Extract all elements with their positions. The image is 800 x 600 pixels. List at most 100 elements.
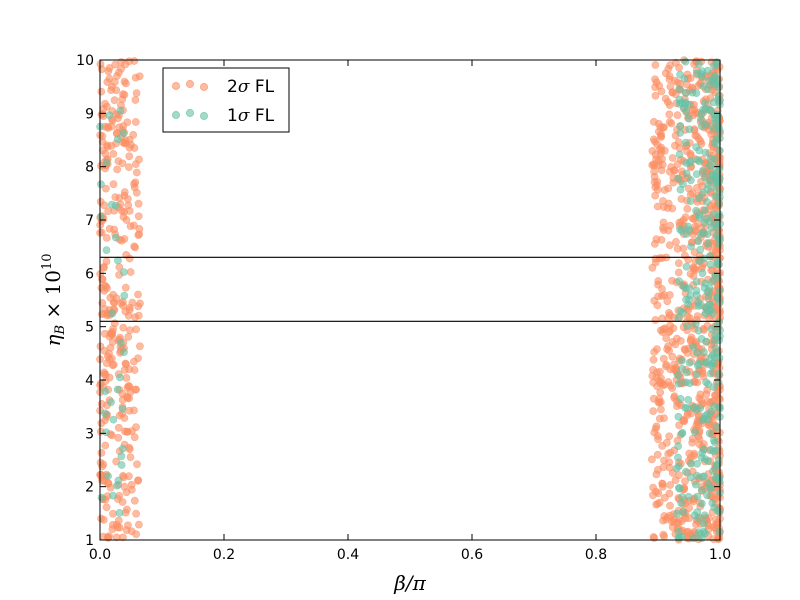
scatter-point-2sigma [648,147,657,155]
scatter-point-2sigma [131,313,139,322]
scatter-point-2sigma [662,515,670,524]
legend-entry-1sigma-num: 1 [227,106,238,126]
scatter-point-1sigma [700,348,708,357]
scatter-point-2sigma [654,435,662,444]
scatter-point-2sigma [649,355,658,364]
scatter-point-1sigma [684,222,692,231]
scatter-point-2sigma [671,141,679,150]
scatter-point-1sigma [677,533,686,541]
scatter-point-1sigma [119,268,128,276]
scatter-point-2sigma [117,299,126,308]
scatter-point-2sigma [127,480,136,489]
scatter-point-2sigma [97,65,106,74]
scatter-point-2sigma [124,201,133,210]
scatter-point-2sigma [120,90,129,99]
scatter-point-2sigma [133,460,141,469]
scatter-point-2sigma [120,188,129,196]
scatter-point-1sigma [709,98,718,107]
scatter-point-1sigma [682,159,691,167]
scatter-point-2sigma [114,433,123,442]
scatter-point-2sigma [109,180,118,189]
scatter-point-1sigma [682,108,691,116]
scatter-point-2sigma [130,242,139,251]
scatter-point-2sigma [111,60,120,69]
scatter-point-1sigma [697,453,706,462]
scatter-point-1sigma [676,394,685,403]
scatter-point-2sigma [132,509,140,518]
scatter-point-1sigma [682,378,690,387]
scatter-point-2sigma [105,74,114,83]
scatter-point-1sigma [714,113,723,121]
scatter-point-2sigma [114,516,123,525]
scatter-point-2sigma [114,423,123,432]
scatter-point-1sigma [710,436,718,445]
scatter-point-2sigma [681,213,690,221]
scatter-point-1sigma [688,88,697,97]
plot-frame [99,59,721,541]
scatter-point-1sigma [117,452,126,461]
scatter-point-1sigma [706,260,715,269]
scatter-point-2sigma [664,184,673,193]
scatter-point-1sigma [116,373,124,382]
scatter-point-2sigma [121,307,130,316]
scatter-point-1sigma [697,115,705,123]
scatter-point-2sigma [661,69,670,78]
scatter-point-2sigma [688,434,697,443]
y-tick-label: 3 [85,426,94,442]
scatter-point-1sigma [689,343,697,351]
scatter-point-1sigma [676,122,685,130]
scatter-point-2sigma [668,352,677,361]
scatter-point-2sigma [115,411,124,420]
scatter-point-1sigma [97,180,105,189]
scatter-point-2sigma [650,118,658,126]
scatter-point-2sigma [134,476,142,485]
scatter-point-2sigma [129,221,138,230]
scatter-point-1sigma [677,499,686,507]
scatter-point-2sigma [122,526,131,534]
scatter-point-2sigma [130,180,138,188]
scatter-point-2sigma [126,453,135,461]
scatter-point-1sigma [115,509,124,517]
scatter-point-2sigma [129,357,138,366]
scatter-point-1sigma [119,129,128,138]
y-axis-label-main: η [41,335,65,347]
scatter-point-2sigma [132,325,140,334]
scatter-point-1sigma [679,308,687,317]
scatter-point-2sigma [659,325,668,334]
scatter-point-2sigma [111,193,120,201]
scatter-point-2sigma [671,340,680,349]
scatter-point-1sigma [715,474,723,483]
scatter-point-1sigma [684,395,693,404]
scatter-point-2sigma [97,399,106,408]
scatter-point-2sigma [118,498,127,506]
scatter-point-1sigma [705,161,714,170]
scatter-point-2sigma [657,132,665,141]
scatter-point-1sigma [111,233,120,242]
scatter-point-1sigma [687,176,695,185]
scatter-point-2sigma [657,87,666,96]
scatter-point-2sigma [120,77,129,86]
scatter-point-1sigma [674,174,682,183]
scatter-point-1sigma [713,293,722,302]
scatter-point-1sigma [691,428,699,437]
scatter-point-2sigma [653,450,662,459]
scatter-point-2sigma [134,212,143,221]
scatter-point-2sigma [652,470,661,479]
scatter-point-1sigma [711,192,720,201]
scatter-point-1sigma [708,499,717,507]
scatter-point-2sigma [659,218,668,227]
scatter-point-1sigma [109,415,118,424]
scatter-point-1sigma [699,188,707,197]
scatter-point-2sigma [102,184,110,193]
scatter-point-2sigma [659,226,668,234]
scatter-point-1sigma [675,150,684,159]
x-tick-label: 0.2 [213,547,235,563]
y-axis-label-mid: × 10 [41,270,65,325]
scatter-point-2sigma [118,159,127,168]
scatter-point-1sigma [705,429,714,438]
scatter-point-2sigma [104,67,113,76]
scatter-point-2sigma [691,266,700,275]
scatter-point-2sigma [121,359,130,368]
scatter-point-1sigma [686,291,695,300]
scatter-point-2sigma [680,345,689,354]
